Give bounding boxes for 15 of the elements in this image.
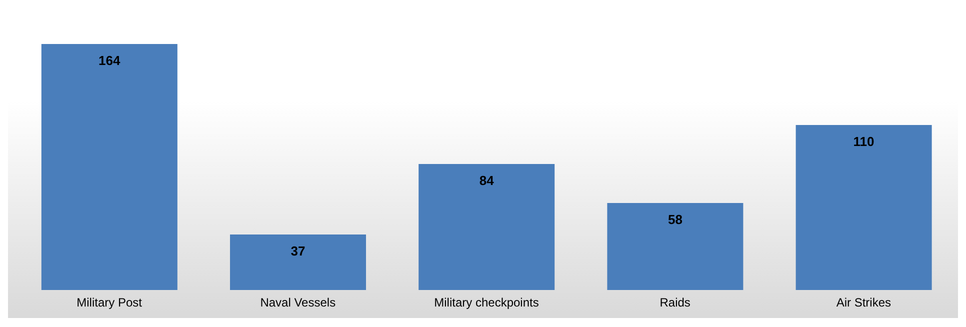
x-tick-label: Air Strikes [836,296,892,310]
bar [230,234,366,290]
data-label: 84 [479,173,495,188]
x-tick-label: Military checkpoints [434,296,539,310]
x-tick-label: Naval Vessels [260,296,336,310]
bar [41,44,178,290]
bar [607,203,744,290]
data-label: 37 [290,244,306,259]
data-label: 110 [853,134,874,150]
bar [418,164,555,290]
x-tick-label: Military Post [76,296,143,310]
bar [796,125,932,290]
data-label: 164 [98,53,122,68]
x-tick-label: Raids [660,296,690,310]
data-label: 58 [668,212,682,228]
